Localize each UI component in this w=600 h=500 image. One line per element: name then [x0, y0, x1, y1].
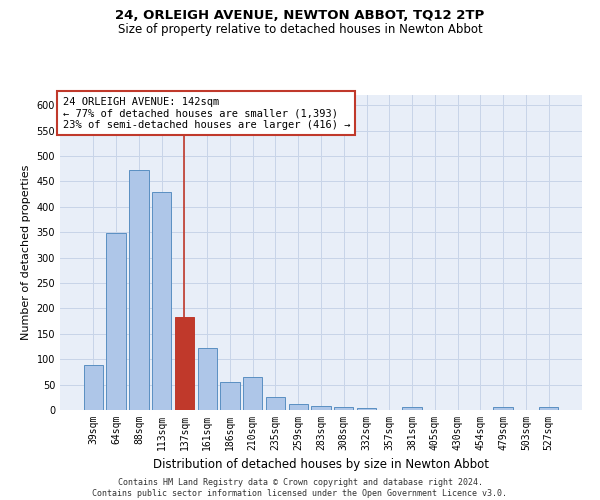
- Bar: [311, 406, 331, 410]
- Text: 24, ORLEIGH AVENUE, NEWTON ABBOT, TQ12 2TP: 24, ORLEIGH AVENUE, NEWTON ABBOT, TQ12 2…: [115, 9, 485, 22]
- Text: Contains HM Land Registry data © Crown copyright and database right 2024.
Contai: Contains HM Land Registry data © Crown c…: [92, 478, 508, 498]
- Bar: [129, 170, 149, 410]
- Bar: [197, 348, 217, 410]
- Text: Size of property relative to detached houses in Newton Abbot: Size of property relative to detached ho…: [118, 22, 482, 36]
- Bar: [493, 408, 513, 410]
- Y-axis label: Number of detached properties: Number of detached properties: [21, 165, 31, 340]
- Bar: [266, 398, 285, 410]
- Bar: [220, 382, 239, 410]
- Bar: [152, 192, 172, 410]
- Bar: [243, 377, 262, 410]
- Bar: [403, 408, 422, 410]
- Bar: [539, 408, 558, 410]
- Bar: [175, 317, 194, 410]
- Text: 24 ORLEIGH AVENUE: 142sqm
← 77% of detached houses are smaller (1,393)
23% of se: 24 ORLEIGH AVENUE: 142sqm ← 77% of detac…: [62, 96, 350, 130]
- Bar: [357, 408, 376, 410]
- Bar: [334, 408, 353, 410]
- Bar: [84, 366, 103, 410]
- Bar: [289, 404, 308, 410]
- Bar: [106, 233, 126, 410]
- X-axis label: Distribution of detached houses by size in Newton Abbot: Distribution of detached houses by size …: [153, 458, 489, 471]
